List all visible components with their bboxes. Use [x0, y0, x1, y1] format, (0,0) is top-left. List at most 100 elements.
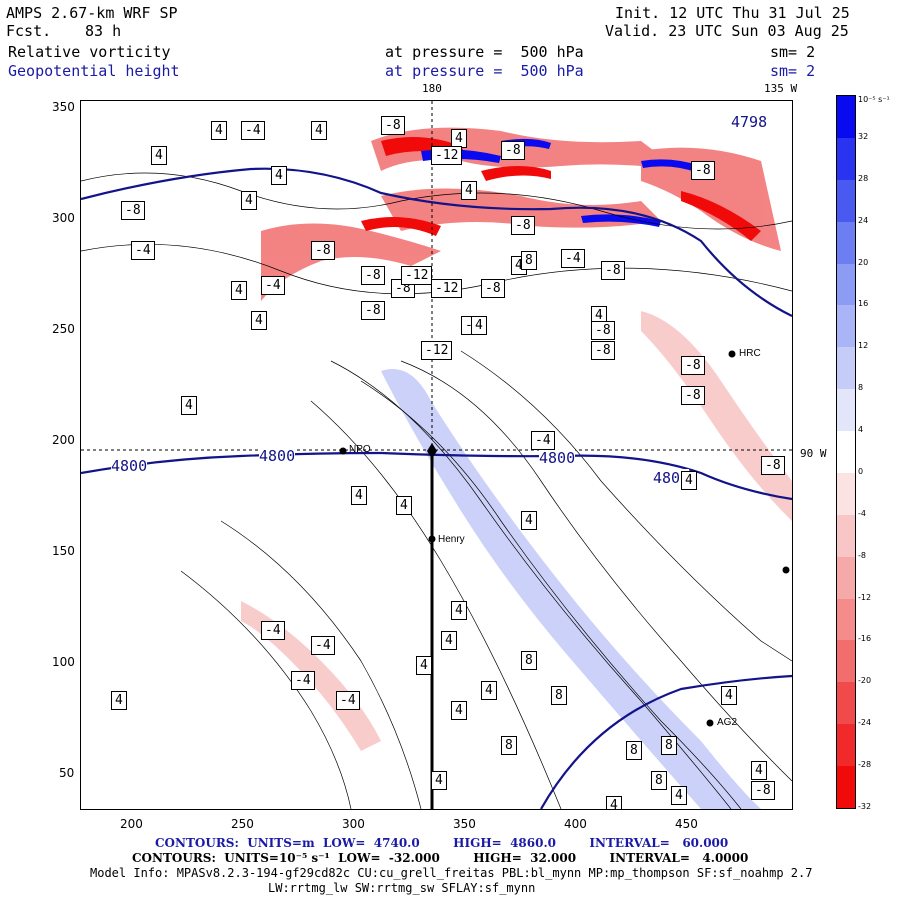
y-tick: 250	[52, 322, 75, 336]
colorbar-label: -8	[858, 550, 866, 560]
vorticity-label-box: 4	[681, 471, 697, 490]
vorticity-label-box: 4	[521, 511, 537, 530]
vorticity-label-box: -8	[691, 161, 715, 180]
vorticity-label-box: 4	[211, 121, 227, 140]
colorbar-segment	[837, 766, 855, 808]
vorticity-label-box: -8	[481, 279, 505, 298]
colorbar-segment	[837, 96, 855, 138]
y-tick: 100	[52, 655, 75, 669]
vorticity-label-box: -8	[511, 216, 535, 235]
vorticity-label-box: -4	[261, 621, 285, 640]
colorbar-label: 20	[858, 257, 869, 267]
x-tick: 450	[675, 817, 698, 831]
vorticity-label-box: -8	[591, 341, 615, 360]
x-tick: 400	[564, 817, 587, 831]
colorbar-label: 12	[858, 341, 869, 351]
colorbar-segment	[837, 305, 855, 348]
colorbar-label: 32	[858, 131, 869, 141]
vorticity-label-box: 4	[416, 656, 432, 675]
init-time: Init. 12 UTC Thu 31 Jul 25	[615, 4, 850, 22]
vorticity-label-box: 4	[441, 631, 457, 650]
forecast-hour: 83 h	[85, 22, 122, 40]
station-label-henry: Henry	[438, 534, 465, 545]
vorticity-label-box: -8	[361, 301, 385, 320]
field-vorticity-label: Relative vorticity	[8, 43, 171, 61]
vorticity-label-box: -8	[591, 321, 615, 340]
vorticity-label-box: -8	[501, 141, 525, 160]
vorticity-label-box: -8	[751, 781, 775, 800]
station-marker	[706, 719, 714, 727]
vorticity-label-box: -8	[311, 241, 335, 260]
colorbar-label: 24	[858, 215, 869, 225]
footer-height-contours: CONTOURS: UNITS=m LOW= 4740.0 HIGH= 4860…	[155, 836, 729, 850]
vorticity-label-box: 4	[311, 121, 327, 140]
vorticity-label-box: 4	[461, 181, 477, 200]
colorbar-segment	[837, 347, 855, 390]
station-marker	[728, 350, 736, 358]
y-tick: 300	[52, 211, 75, 225]
colorbar-segment	[837, 389, 855, 432]
colorbar-label: 0	[858, 466, 864, 476]
vorticity-label-box: 4	[606, 796, 622, 809]
colorbar-segment	[837, 179, 855, 222]
vorticity-label-box: -8	[681, 386, 705, 405]
y-tick: 350	[52, 100, 75, 114]
vorticity-label-box: -8	[681, 356, 705, 375]
colorbar	[836, 95, 856, 809]
vorticity-label-box: 4	[451, 601, 467, 620]
pressure-label-1: at pressure = 500 hPa	[385, 43, 584, 61]
colorbar-segment	[837, 221, 855, 264]
colorbar-label: 28	[858, 173, 869, 183]
lon-180-label: 180	[422, 82, 442, 95]
model-title: AMPS 2.67-km WRF SP	[6, 4, 178, 22]
x-tick: 200	[120, 817, 143, 831]
height-contours	[81, 167, 792, 809]
vorticity-label-box: 4	[181, 396, 197, 415]
vorticity-label-box: -4	[261, 276, 285, 295]
height-label: 4800	[653, 469, 690, 487]
colorbar-label: -32	[858, 802, 872, 811]
vorticity-label-box: -4	[311, 636, 335, 655]
y-tick: 150	[52, 544, 75, 558]
colorbar-label: -4	[858, 508, 866, 518]
colorbar-label: -12	[858, 592, 872, 602]
vorticity-label-box: 4	[241, 191, 257, 210]
colorbar-label: 4	[858, 425, 864, 435]
pressure-label-2: at pressure = 500 hPa	[385, 62, 584, 80]
vorticity-label-box: 4	[271, 166, 287, 185]
colorbar-label: 16	[858, 299, 869, 309]
station-marker	[339, 447, 347, 455]
stations	[339, 350, 790, 727]
colorbar-label: -24	[858, 718, 872, 728]
vorticity-label-box: -4	[291, 671, 315, 690]
vorticity-label-box: 8	[521, 251, 537, 270]
vorticity-label-box: 4	[111, 691, 127, 710]
height-label: 4798	[731, 113, 768, 131]
colorbar-label: -28	[858, 760, 872, 770]
colorbar-segment	[837, 598, 855, 641]
colorbar-label: -16	[858, 634, 872, 644]
vorticity-label-box: -4	[531, 431, 555, 450]
colorbar-segment	[837, 556, 855, 599]
lat-90w-label: 90 W	[800, 447, 827, 460]
map-plot-area: NPO Henry HRC AG2 4800 4800 4800 4800 47…	[80, 100, 793, 810]
cross-section-marker	[427, 443, 437, 459]
smoothing-2: sm= 2	[770, 62, 816, 80]
vorticity-label-box: -8	[121, 201, 145, 220]
colorbar-segment	[837, 472, 855, 515]
vorticity-label-box: -4	[336, 691, 360, 710]
vorticity-label-box: -4	[241, 121, 265, 140]
vorticity-label-box: -8	[381, 116, 405, 135]
colorbar-unit: 10⁻⁵ s⁻¹	[858, 95, 890, 104]
station-label-hrc: HRC	[739, 348, 761, 359]
vorticity-label-box: 4	[451, 701, 467, 720]
vorticity-label-box: 8	[521, 651, 537, 670]
vorticity-label-box: 4	[431, 771, 447, 790]
station-marker	[782, 566, 790, 574]
vorticity-label-box: -12	[431, 279, 463, 298]
colorbar-segment	[837, 724, 855, 767]
footer-physics-info: LW:rrtmg_lw SW:rrtmg_sw SFLAY:sf_mynn	[268, 881, 536, 895]
vorticity-label-box: 4	[151, 146, 167, 165]
colorbar-label: -20	[858, 676, 872, 686]
vorticity-label-box: -12	[421, 341, 453, 360]
